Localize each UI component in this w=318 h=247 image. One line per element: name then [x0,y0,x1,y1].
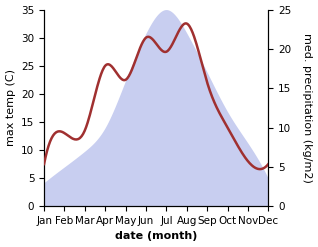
Y-axis label: med. precipitation (kg/m2): med. precipitation (kg/m2) [302,33,313,183]
Y-axis label: max temp (C): max temp (C) [5,69,16,146]
X-axis label: date (month): date (month) [115,231,197,242]
